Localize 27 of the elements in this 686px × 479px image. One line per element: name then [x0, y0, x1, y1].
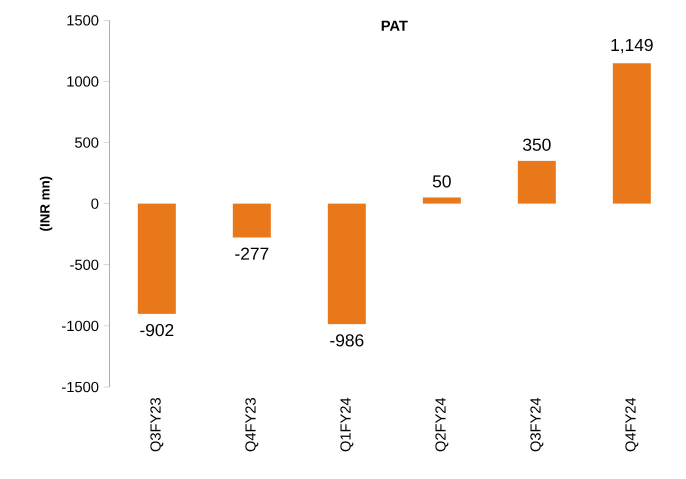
x-tick-label: Q3FY24 — [530, 398, 544, 452]
y-tick-label: -500 — [70, 260, 98, 270]
y-tick-label: 1500 — [67, 15, 98, 26]
chart-title: PAT — [382, 20, 408, 31]
data-label: -902 — [140, 324, 174, 336]
x-tick-label: Q2FY24 — [435, 398, 448, 452]
bar — [612, 63, 651, 204]
y-tick-label: -1000 — [62, 320, 98, 332]
bar — [138, 204, 176, 314]
y-tick-label: 1000 — [67, 76, 98, 87]
data-label: 350 — [523, 138, 551, 151]
bar — [328, 204, 366, 324]
data-label: 1,149 — [611, 38, 653, 54]
x-tick-label: Q3FY23 — [150, 398, 164, 452]
bar — [518, 160, 556, 204]
x-tick-label: Q4FY23 — [245, 398, 258, 452]
y-tick-label: 0 — [91, 198, 98, 209]
y-tick-label: -1500 — [62, 382, 98, 392]
x-tick-label: Q4FY24 — [625, 398, 638, 452]
data-label: 50 — [432, 175, 451, 188]
bar — [422, 198, 461, 204]
y-tick-label: 500 — [75, 137, 98, 148]
data-label: -986 — [330, 334, 364, 346]
bar — [232, 204, 271, 238]
data-label: -277 — [235, 248, 268, 260]
x-tick-label: Q1FY24 — [340, 398, 354, 452]
y-axis-title: (INR mn) — [40, 176, 52, 231]
